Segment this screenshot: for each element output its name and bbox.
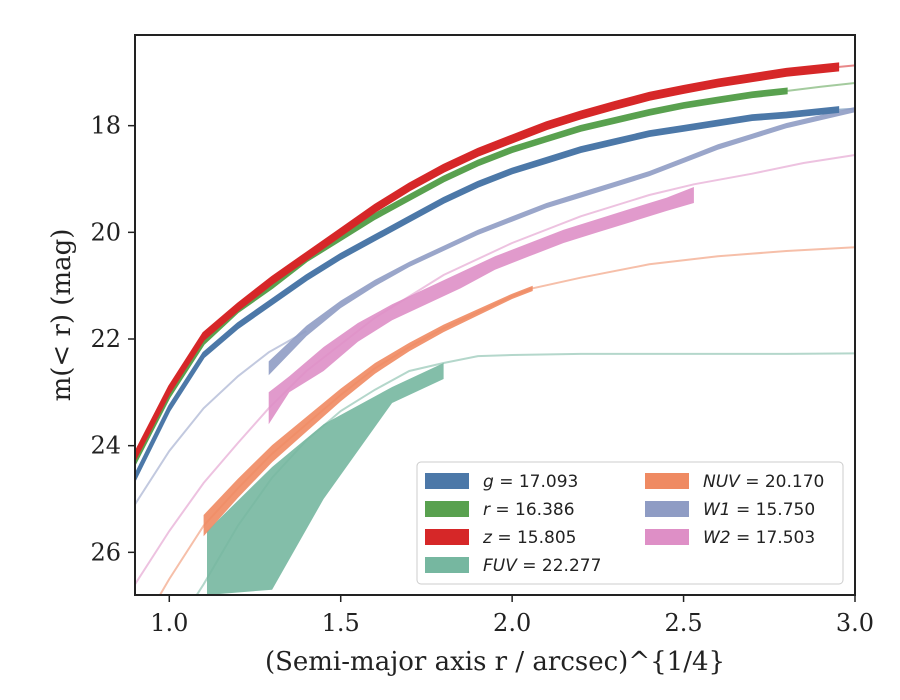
legend-swatch xyxy=(425,529,469,545)
legend-box xyxy=(416,461,844,585)
x-tick-label: 2.0 xyxy=(493,609,531,637)
measured-band-fuv xyxy=(207,363,444,595)
y-axis-label: m(< r) (mag) xyxy=(47,229,77,402)
legend-item-g: g = 17.093 xyxy=(425,472,578,492)
axis-ticks: 1.0 1.5 2.0 2.5 3.0 18 20 22 24 26 xyxy=(90,112,874,637)
measured-band-r xyxy=(135,87,788,465)
y-tick-label: 18 xyxy=(90,112,121,140)
x-tick-label: 2.5 xyxy=(664,609,702,637)
legend-label: NUV = 20.170 xyxy=(703,472,824,492)
legend-swatch xyxy=(425,501,469,517)
legend-label: z = 15.805 xyxy=(482,528,576,548)
measured-band-z xyxy=(135,62,840,461)
legend-item-z: z = 15.805 xyxy=(425,528,576,548)
model-curve-z xyxy=(837,64,855,68)
legend-label: W2 = 17.503 xyxy=(703,528,815,548)
legend-item-r: r = 16.386 xyxy=(425,500,575,520)
y-tick-label: 26 xyxy=(90,538,121,566)
legend-swatch xyxy=(645,473,689,489)
x-tick-label: 3.0 xyxy=(836,609,874,637)
measured-band-w2 xyxy=(268,187,694,425)
legend: g = 17.093 r = 16.386 z = 15.805 FUV = 22.2… xyxy=(416,461,844,585)
measured-band-g xyxy=(135,106,840,481)
y-tick-label: 22 xyxy=(90,325,121,353)
legend-swatch xyxy=(425,473,469,489)
legend-swatch xyxy=(645,529,689,545)
legend-swatch xyxy=(425,557,469,573)
model-curve-w1 xyxy=(135,330,307,505)
y-tick-label: 24 xyxy=(90,432,121,460)
y-tick-label: 20 xyxy=(90,218,121,246)
legend-label: W1 = 15.750 xyxy=(703,500,815,520)
legend-label: FUV = 22.277 xyxy=(483,556,601,576)
legend-item-w2: W2 = 17.503 xyxy=(645,528,815,548)
model-curve-w2 xyxy=(135,154,855,585)
legend-swatch xyxy=(645,501,689,517)
legend-item-fuv: FUV = 22.277 xyxy=(425,556,601,576)
legend-label: g = 17.093 xyxy=(483,472,578,492)
legend-item-w1: W1 = 15.750 xyxy=(645,500,815,520)
model-curve-r xyxy=(786,82,855,92)
x-tick-label: 1.0 xyxy=(150,609,188,637)
x-axis-label: (Semi-major axis r / arcsec)^{1/4} xyxy=(265,647,725,677)
legend-item-nuv: NUV = 20.170 xyxy=(645,472,824,492)
legend-label: r = 16.386 xyxy=(483,500,575,520)
axes-frame xyxy=(134,34,856,596)
plot-area xyxy=(135,62,855,595)
x-tick-label: 1.5 xyxy=(322,609,360,637)
